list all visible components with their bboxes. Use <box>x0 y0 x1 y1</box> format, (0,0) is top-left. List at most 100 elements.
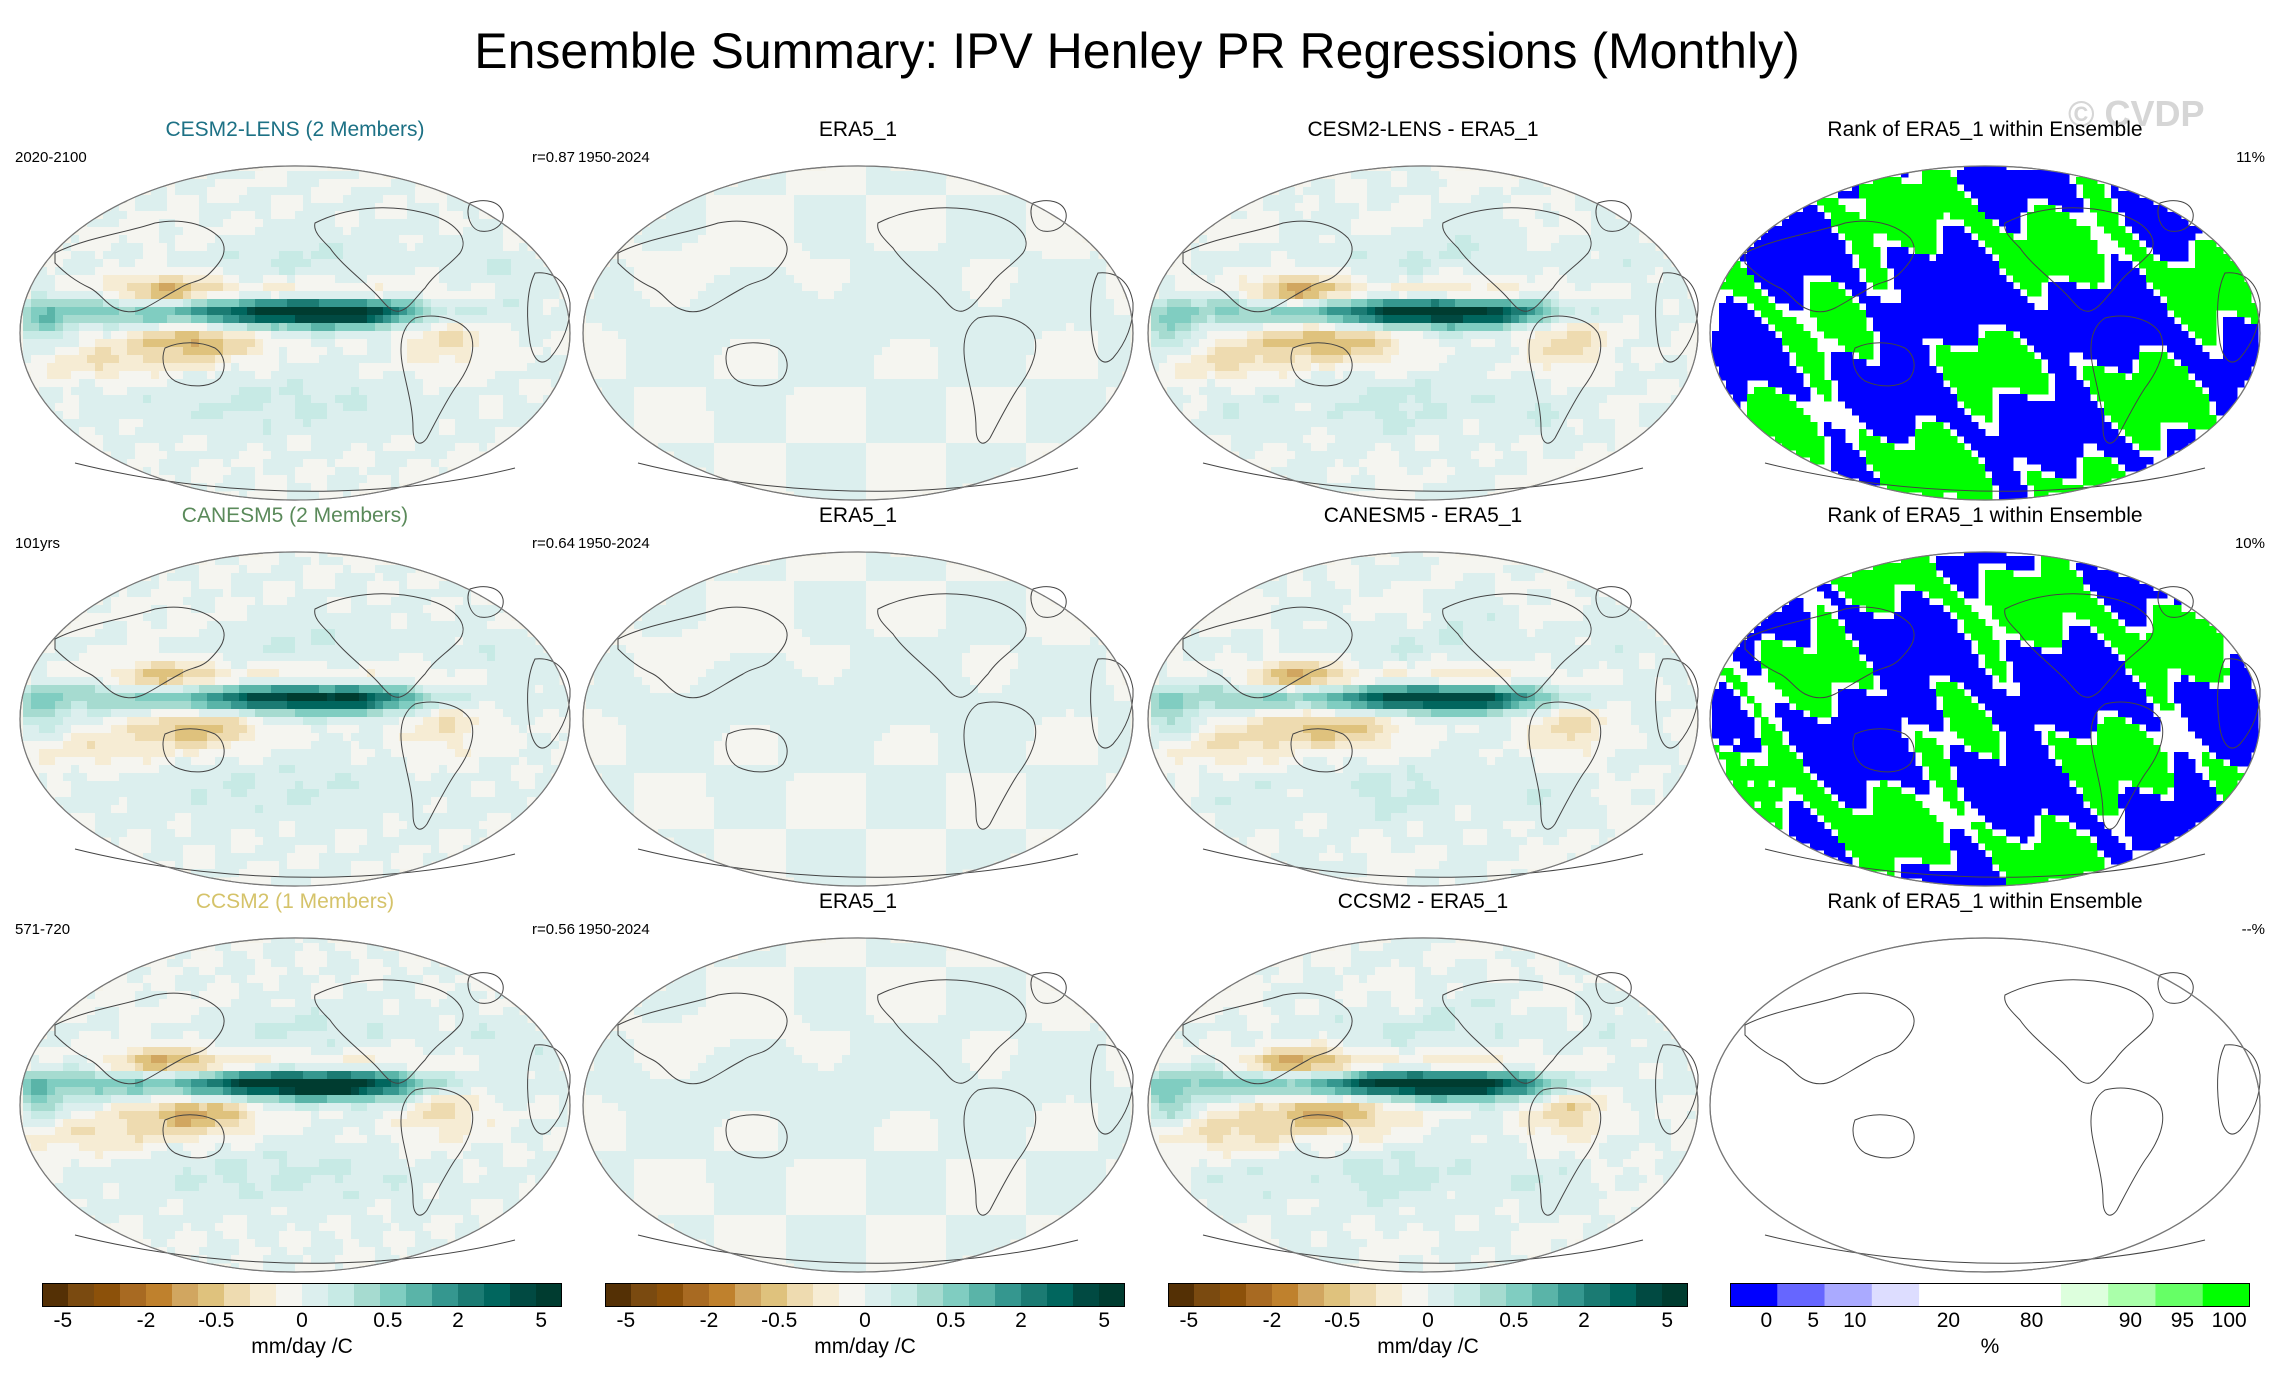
grid-cell <box>487 395 496 404</box>
grid-cell <box>1026 267 1035 276</box>
grid-cell <box>1247 235 1256 244</box>
grid-cell <box>295 395 304 404</box>
grid-cell <box>439 339 448 348</box>
grid-cell <box>1090 371 1099 380</box>
grid-cell <box>311 227 320 236</box>
grid-cell <box>343 443 352 452</box>
grid-cell <box>1018 395 1027 404</box>
grid-cell <box>618 355 627 364</box>
grid-cell <box>666 259 675 268</box>
grid-cell <box>1279 227 1288 236</box>
grid-cell <box>658 363 667 372</box>
grid-cell <box>375 411 384 420</box>
grid-cell <box>818 483 827 492</box>
grid-cell <box>495 283 504 292</box>
grid-cell <box>1026 427 1035 436</box>
grid-cell <box>786 387 795 396</box>
grid-cell <box>698 267 707 276</box>
grid-cell <box>938 259 947 268</box>
grid-cell <box>594 299 603 308</box>
grid-cell <box>618 379 627 388</box>
grid-cell <box>335 347 344 356</box>
grid-cell <box>383 203 392 212</box>
grid-cell <box>682 259 691 268</box>
grid-cell <box>1018 347 1027 356</box>
grid-cell <box>1487 203 1496 212</box>
grid-cell <box>770 331 779 340</box>
grid-cell <box>906 179 915 188</box>
grid-cell <box>826 363 835 372</box>
grid-cell <box>1415 187 1424 196</box>
grid-cell <box>1082 363 1091 372</box>
grid-cell <box>1026 379 1035 388</box>
grid-cell <box>1098 403 1107 412</box>
grid-cell <box>818 307 827 316</box>
grid-cell <box>287 395 296 404</box>
grid-cell <box>730 371 739 380</box>
grid-cell <box>722 403 731 412</box>
grid-cell <box>762 379 771 388</box>
grid-cell <box>279 339 288 348</box>
grid-cell <box>882 235 891 244</box>
grid-cell <box>1495 179 1504 188</box>
grid-cell <box>471 451 480 460</box>
grid-cell <box>439 323 448 332</box>
grid-cell <box>239 459 248 468</box>
grid-cell <box>866 339 875 348</box>
grid-cell <box>794 387 803 396</box>
grid-cell <box>610 339 619 348</box>
grid-cell <box>367 275 376 284</box>
grid-cell <box>874 427 883 436</box>
grid-cell <box>503 275 512 284</box>
grid-cell <box>770 283 779 292</box>
grid-cell <box>463 291 472 300</box>
grid-cell <box>1527 227 1536 236</box>
grid-cell <box>527 379 536 388</box>
grid-cell <box>714 243 723 252</box>
grid-cell <box>247 419 256 428</box>
grid-cell <box>994 211 1003 220</box>
grid-cell <box>143 219 152 228</box>
grid-cell <box>375 379 384 388</box>
grid-cell <box>159 331 168 340</box>
grid-cell <box>191 483 200 492</box>
grid-cell <box>463 203 472 212</box>
grid-cell <box>343 323 352 332</box>
grid-cell <box>970 419 979 428</box>
grid-cell <box>658 243 667 252</box>
grid-cell <box>519 291 528 300</box>
grid-cell <box>431 235 440 244</box>
grid-cell <box>1098 347 1107 356</box>
grid-cell <box>263 371 272 380</box>
grid-cell <box>191 307 200 316</box>
grid-cell <box>762 235 771 244</box>
grid-cell <box>930 211 939 220</box>
grid-cell <box>39 371 48 380</box>
grid-cell <box>1511 219 1520 228</box>
grid-cell <box>1415 203 1424 212</box>
grid-cell <box>311 235 320 244</box>
grid-cell <box>359 459 368 468</box>
grid-cell <box>311 187 320 196</box>
grid-cell <box>543 331 552 340</box>
grid-cell <box>1599 227 1608 236</box>
grid-cell <box>1311 179 1320 188</box>
grid-cell <box>263 179 272 188</box>
grid-cell <box>1018 259 1027 268</box>
grid-cell <box>1591 203 1600 212</box>
grid-cell <box>239 195 248 204</box>
grid-cell <box>191 315 200 324</box>
grid-cell <box>119 379 128 388</box>
grid-cell <box>391 243 400 252</box>
grid-cell <box>103 259 112 268</box>
grid-cell <box>826 283 835 292</box>
grid-cell <box>375 403 384 412</box>
grid-cell <box>55 291 64 300</box>
grid-cell <box>1002 299 1011 308</box>
grid-cell <box>423 403 432 412</box>
grid-cell <box>487 347 496 356</box>
grid-cell <box>183 435 192 444</box>
grid-cell <box>223 347 232 356</box>
grid-cell <box>431 187 440 196</box>
grid-cell <box>930 235 939 244</box>
